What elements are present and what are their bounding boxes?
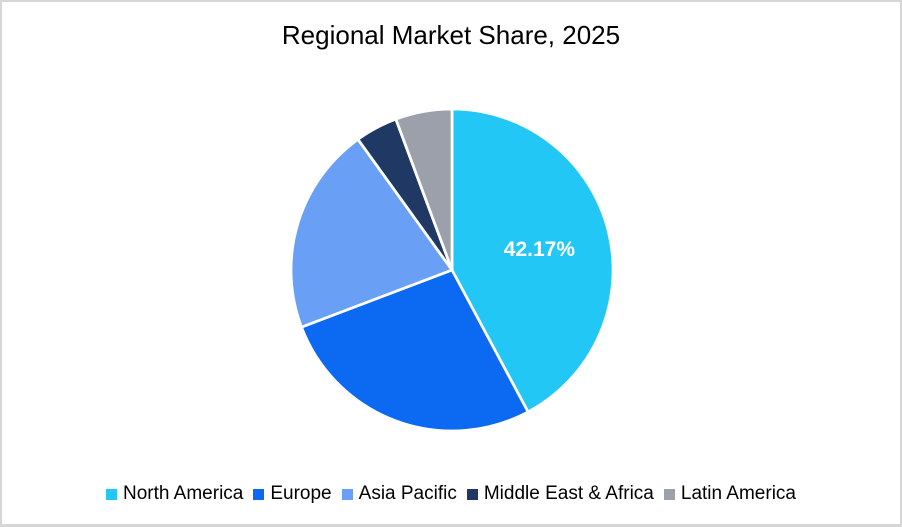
legend-swatch-icon <box>466 488 478 500</box>
pie-slice-latin-america[interactable] <box>394 107 454 272</box>
pie-slice-asia-pacific[interactable] <box>289 137 454 329</box>
legend-item-latin-america[interactable]: Latin America <box>663 483 796 505</box>
legend-item-north-america[interactable]: North America <box>105 483 244 505</box>
legend-item-europe[interactable]: Europe <box>253 483 332 505</box>
pie-slice-north-america[interactable] <box>450 107 615 414</box>
pie-slice-europe[interactable] <box>300 268 530 433</box>
legend-label: Latin America <box>680 483 796 504</box>
legend-swatch-icon <box>341 488 353 500</box>
pie-chart: 42.17% <box>289 107 615 433</box>
chart-title: Regional Market Share, 2025 <box>281 20 621 50</box>
data-label-north-america: 42.17% <box>504 238 576 261</box>
legend-item-asia-pacific[interactable]: Asia Pacific <box>341 483 457 505</box>
legend-label: Asia Pacific <box>358 483 457 504</box>
legend-label: Middle East & Africa <box>483 483 654 504</box>
chart-legend: North America Europe Asia Pacific Middle Ea… <box>2 483 900 505</box>
legend-swatch-icon <box>663 488 675 500</box>
legend-label: Europe <box>270 483 332 504</box>
legend-item-middle-east-africa[interactable]: Middle East & Africa <box>466 483 654 505</box>
legend-label: North America <box>122 483 244 504</box>
legend-swatch-icon <box>253 488 265 500</box>
legend-swatch-icon <box>105 488 117 500</box>
